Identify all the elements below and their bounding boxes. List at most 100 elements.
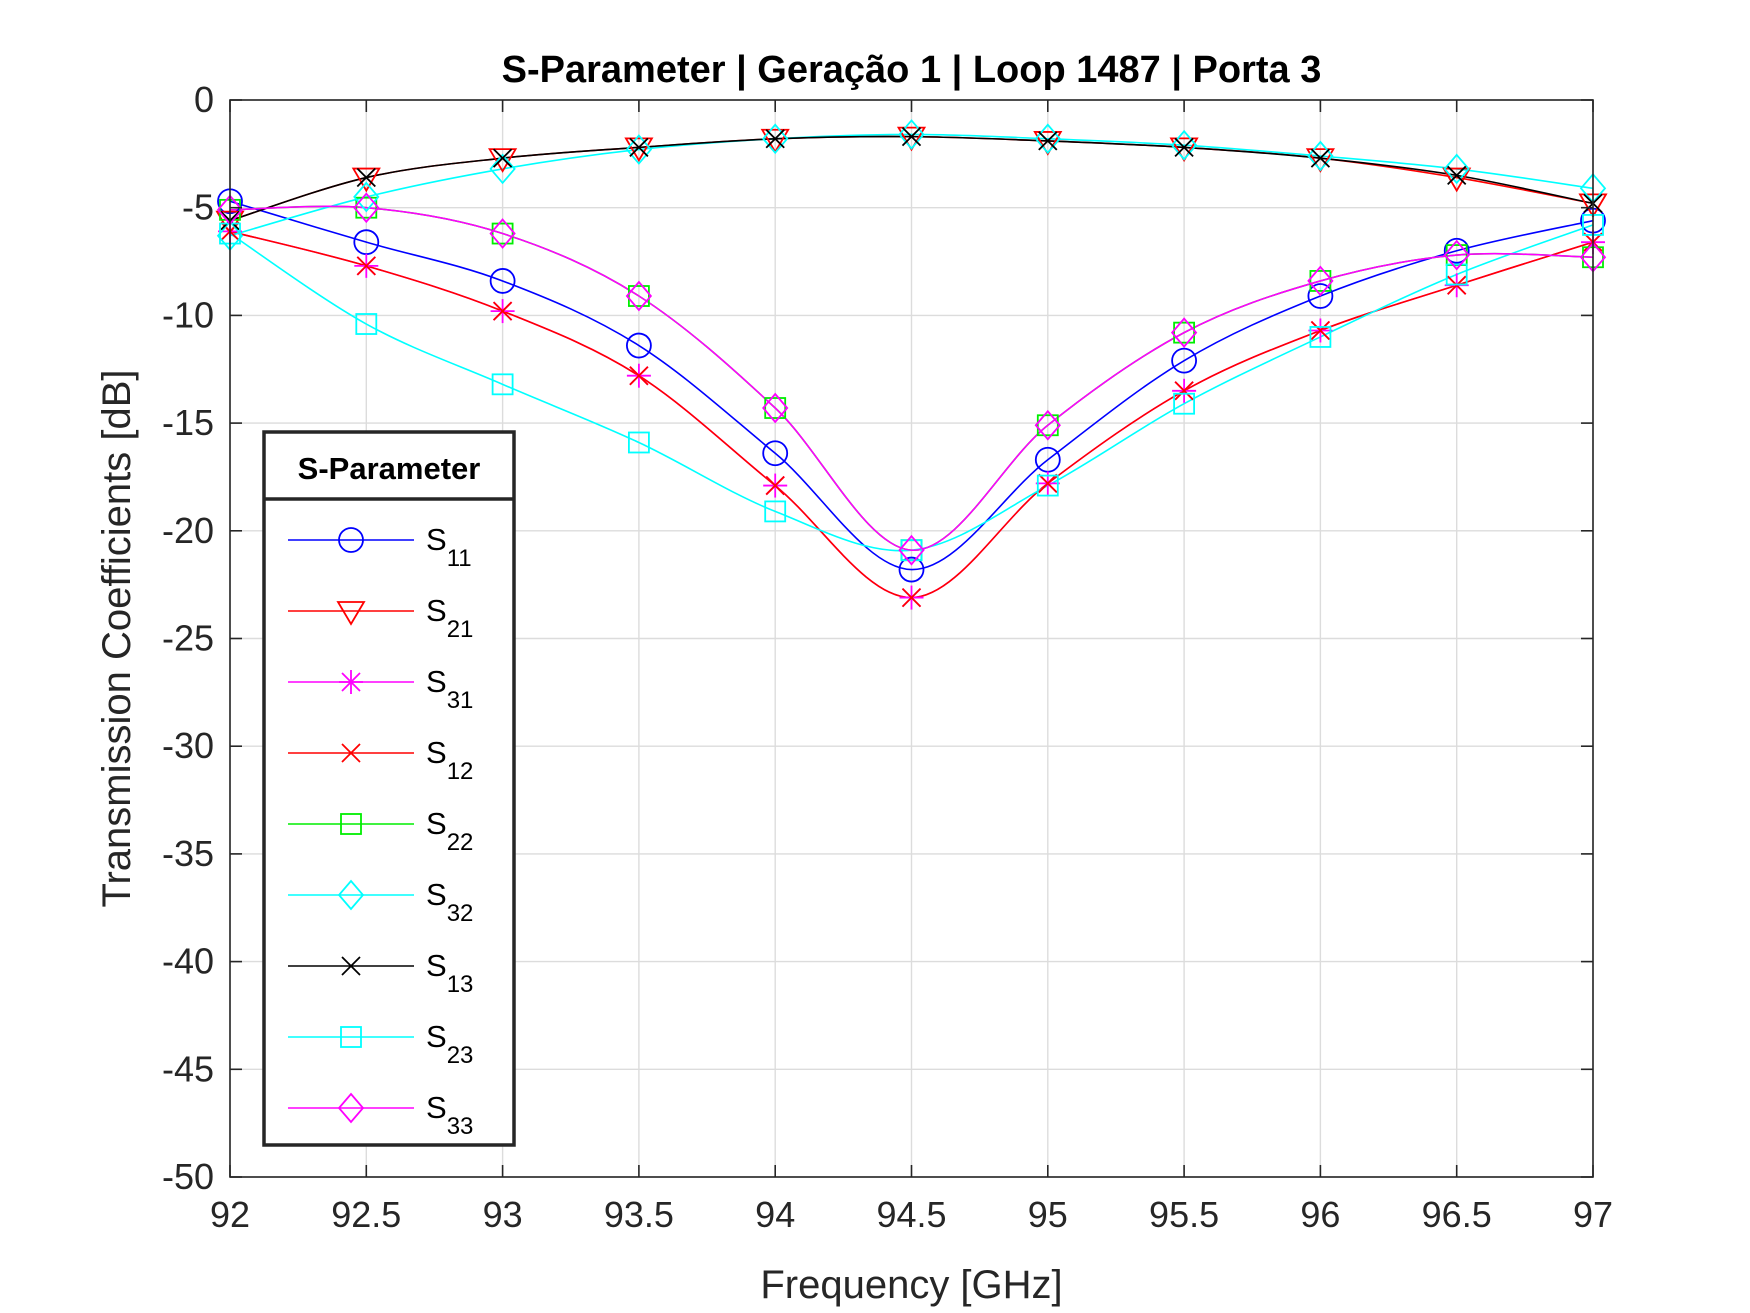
data-point-s33-9 [1443, 239, 1470, 271]
x-tick-label: 94 [755, 1194, 795, 1235]
x-tick-label: 94.5 [876, 1194, 946, 1235]
data-point-s11-5 [898, 556, 925, 583]
x-axis: 92 92.5 93 93.5 94 94.5 95 95.5 96 96.5 97 [210, 100, 1613, 1235]
legend-item-s13: S13 [288, 948, 473, 998]
data-point-s12-3 [629, 366, 649, 386]
legend-label-subscript: 22 [447, 829, 474, 856]
data-point-s21-4 [760, 128, 790, 154]
data-point-s21-5 [896, 126, 927, 152]
data-point-s13-2 [492, 148, 513, 168]
data-point-s32-3 [625, 134, 653, 165]
legend-label: S33 [426, 1090, 473, 1140]
series-line-s32 [230, 133, 1593, 237]
y-tick-label: -25 [162, 618, 214, 659]
x-tick-label: 96.5 [1422, 1194, 1492, 1235]
legend-label: S13 [426, 948, 473, 998]
x-tick-label: 97 [1573, 1194, 1613, 1235]
data-point-s13-4 [765, 129, 785, 149]
legend-item-s11: S11 [288, 522, 472, 572]
data-point-s11-4 [762, 440, 789, 467]
data-point-s22-7 [1173, 321, 1195, 344]
legend-item-s32: S32 [288, 877, 473, 927]
legend-label: S31 [426, 664, 473, 714]
legend-item-s22: S22 [288, 806, 473, 856]
legend-label-subscript: 31 [447, 687, 474, 714]
legend-label: S21 [426, 593, 473, 643]
data-point-s32-4 [762, 123, 789, 155]
y-tick-label: -45 [162, 1048, 214, 1089]
data-point-s32-2 [489, 153, 516, 185]
legend-item-s33: S33 [288, 1090, 473, 1140]
legend-label-base: S [426, 1019, 447, 1054]
data-point-s13-6 [1038, 131, 1058, 151]
x-tick-label: 92 [210, 1194, 250, 1235]
data-point-s22-4 [764, 397, 787, 419]
legend-label-subscript: 33 [447, 1113, 474, 1140]
data-point-s23-7 [1173, 392, 1195, 415]
data-point-s22-2 [491, 222, 514, 245]
y-tick-label: 0 [194, 79, 214, 120]
legend-title: S-Parameter [298, 451, 481, 486]
data-point-s11-2 [489, 268, 516, 294]
legend-item-s21: S21 [288, 593, 473, 643]
legend-marker [341, 956, 361, 976]
data-point-s11-7 [1171, 347, 1197, 374]
data-point-s32-1 [353, 181, 380, 213]
legend-label-base: S [426, 593, 447, 628]
legend-marker [340, 813, 362, 835]
x-tick-label: 92.5 [331, 1194, 401, 1235]
data-point-s23-3 [628, 431, 650, 454]
data-point-s23-1 [355, 313, 378, 335]
y-tick-label: -40 [162, 941, 214, 982]
y-tick-label: -20 [162, 510, 214, 551]
data-point-s33-5 [898, 534, 925, 566]
legend-label: S32 [426, 877, 473, 927]
legend-label-subscript: 23 [447, 1042, 474, 1069]
legend-label-base: S [426, 522, 447, 557]
x-tick-label: 95 [1028, 1194, 1068, 1235]
legend-label-subscript: 12 [447, 758, 474, 785]
legend-label-base: S [426, 735, 447, 770]
data-point-s23-2 [491, 373, 514, 396]
legend-label-subscript: 11 [447, 545, 472, 572]
data-point-s12-8 [1310, 320, 1331, 341]
legend-label-subscript: 32 [447, 900, 474, 927]
legend-item-s31: S31 [288, 664, 473, 714]
data-point-s33-1 [353, 192, 380, 224]
data-point-s13-9 [1447, 165, 1467, 186]
legend-label-subscript: 21 [447, 616, 474, 643]
data-point-s33-6 [1034, 409, 1061, 441]
y-axis-label: Transmission Coefficients [dB] [95, 370, 139, 908]
data-point-s21-1 [351, 167, 381, 193]
legend-marker [338, 527, 364, 553]
data-point-s12-2 [492, 301, 513, 321]
legend-label-subscript: 13 [447, 971, 474, 998]
series-line-s33 [230, 205, 1593, 551]
data-point-s12-7 [1174, 381, 1194, 401]
x-axis-label: Frequency [GHz] [760, 1263, 1062, 1307]
legend-label-base: S [426, 806, 447, 841]
markers-layer [215, 119, 1608, 610]
legend-marker [341, 743, 361, 763]
data-point-s23-5 [900, 539, 923, 562]
legend-marker [339, 670, 363, 694]
data-point-s11-9 [1443, 237, 1470, 264]
y-tick-label: -30 [162, 725, 214, 766]
legend-item-s12: S12 [288, 735, 473, 785]
legend-label-base: S [426, 664, 447, 699]
data-point-s12-4 [765, 475, 785, 496]
data-point-s23-6 [1036, 474, 1059, 497]
x-tick-label: 93 [483, 1194, 523, 1235]
data-point-s12-1 [356, 256, 376, 276]
data-point-s23-8 [1309, 326, 1332, 348]
legend-label: S23 [426, 1019, 473, 1069]
legend-label: S12 [426, 735, 473, 785]
data-point-s13-5 [901, 126, 922, 147]
x-tick-label: 95.5 [1149, 1194, 1219, 1235]
data-point-s33-3 [625, 280, 653, 312]
data-point-s13-3 [629, 137, 649, 158]
data-point-s21-8 [1305, 148, 1335, 173]
legend-marker [336, 601, 366, 626]
